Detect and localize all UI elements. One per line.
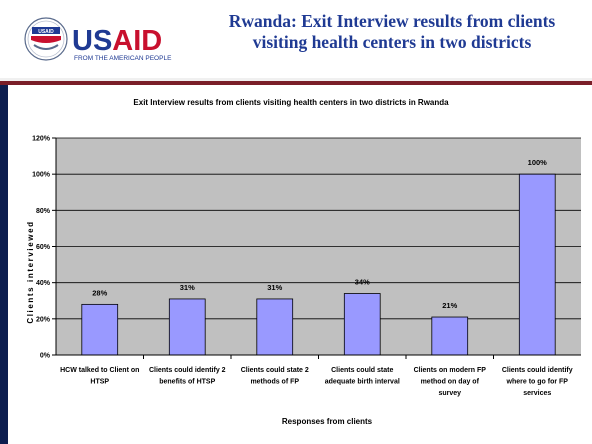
x-tick-label: HTSP (90, 379, 109, 386)
bar (81, 303, 119, 356)
y-tick-label: 20% (36, 316, 51, 323)
usaid-wordmark: USAID (72, 25, 162, 57)
data-label: 34% (355, 278, 370, 287)
x-tick-label: Clients could identify (502, 367, 573, 374)
slide-title-line-1: Rwanda: Exit Interview results from clie… (228, 11, 556, 31)
gridlines (56, 137, 581, 320)
slide-header: USAID USAID FROM THE AMERICAN PEOPLE Rwa… (0, 0, 592, 78)
chart-panel: Exit Interview results from clients visi… (8, 85, 592, 444)
x-tick-label: adequate birth interval (325, 379, 400, 386)
x-tick-label: Clients could state 2 (241, 367, 309, 374)
x-tick-label: services (523, 390, 551, 397)
x-tick-label: Clients on modern FP (414, 367, 487, 374)
bar (518, 173, 556, 356)
chart-title: Exit Interview results from clients visi… (133, 98, 449, 107)
data-label: 21% (442, 301, 457, 310)
x-tick-label: Clients could state (331, 367, 393, 374)
bar (168, 298, 206, 356)
bar-chart: Exit Interview results from clients visi… (26, 98, 581, 426)
x-tick-label: benefits of HTSP (159, 379, 215, 386)
header-divider-light (0, 78, 592, 81)
y-tick-label: 120% (32, 136, 51, 143)
x-tick-label: method on day of (421, 379, 480, 386)
slide-title-line-2: visiting health centers in two districts (252, 32, 532, 52)
bar (431, 316, 469, 356)
bar (256, 298, 294, 356)
usaid-logo: USAID USAID FROM THE AMERICAN PEOPLE (24, 17, 172, 62)
x-tick-label: HCW talked to Client on (60, 367, 139, 374)
x-axis-title: Responses from clients (282, 417, 373, 426)
header-divider-maroon (0, 81, 592, 85)
x-tick-label: survey (438, 390, 461, 397)
bar (343, 293, 381, 356)
y-axis-title: Clients interviewed (26, 220, 35, 323)
x-tick-label: where to go for FP (506, 379, 569, 386)
data-label: 31% (267, 283, 282, 292)
y-tick-label: 100% (32, 172, 51, 179)
axis-ticks: 0% 20% 40% 60% 80% 100% 120% HCW talked to Clie… (32, 136, 573, 398)
y-tick-label: 80% (36, 208, 51, 215)
slide-title: Rwanda: Exit Interview results from clie… (200, 11, 584, 53)
y-tick-label: 0% (40, 353, 51, 360)
data-label: 100% (528, 158, 548, 167)
usaid-tagline: FROM THE AMERICAN PEOPLE (74, 55, 172, 62)
bars: 28% 31% 31% 34% 21% 100% (81, 158, 556, 356)
y-tick-label: 40% (36, 280, 51, 287)
usaid-seal-text: USAID (38, 29, 54, 35)
data-label: 28% (92, 288, 107, 297)
x-tick-label: Clients could identify 2 (149, 367, 226, 374)
left-accent-bar (0, 85, 8, 444)
x-tick-label: methods of FP (250, 379, 299, 386)
data-label: 31% (180, 283, 195, 292)
y-tick-label: 60% (36, 244, 51, 251)
